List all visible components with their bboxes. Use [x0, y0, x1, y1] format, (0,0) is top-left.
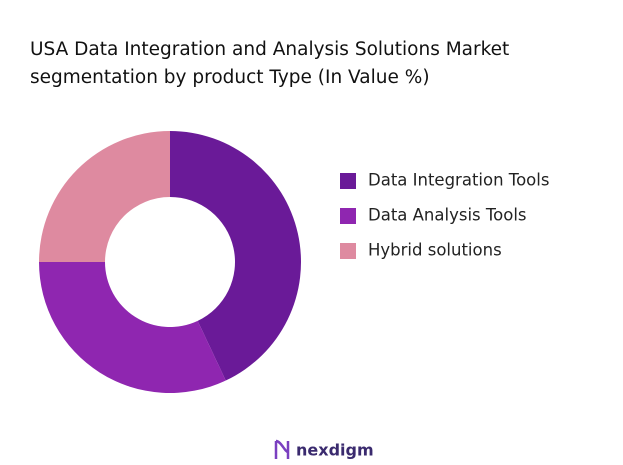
donut-slice [38, 262, 226, 393]
donut-slice [39, 131, 170, 262]
logo-icon [274, 439, 290, 459]
legend-swatch [340, 243, 356, 259]
chart-title: USA Data Integration and Analysis Soluti… [30, 39, 510, 88]
legend-swatch [340, 173, 356, 189]
legend-label: Hybrid solutions [368, 241, 502, 260]
donut-slice [170, 131, 302, 381]
logo-text: nexdigm [296, 441, 374, 460]
legend-label: Data Integration Tools [368, 171, 549, 190]
legend-label: Data Analysis Tools [368, 206, 527, 225]
legend-swatch [340, 208, 356, 224]
